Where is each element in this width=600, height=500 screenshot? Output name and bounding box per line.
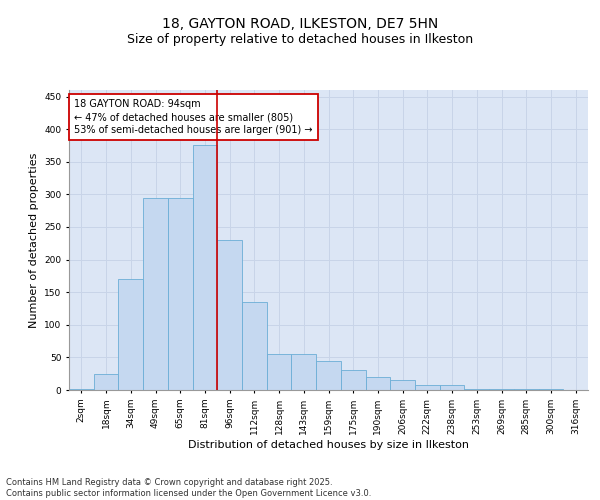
Bar	[143, 198, 168, 390]
Bar	[489, 388, 514, 390]
Bar	[118, 279, 143, 390]
Y-axis label: Number of detached properties: Number of detached properties	[29, 152, 38, 328]
Bar	[242, 302, 267, 390]
Bar	[193, 146, 217, 390]
Bar	[365, 377, 390, 390]
Bar	[390, 380, 415, 390]
Bar	[168, 198, 193, 390]
Text: Size of property relative to detached houses in Ilkeston: Size of property relative to detached ho…	[127, 32, 473, 46]
Bar	[217, 240, 242, 390]
Text: 18, GAYTON ROAD, ILKESTON, DE7 5HN: 18, GAYTON ROAD, ILKESTON, DE7 5HN	[162, 18, 438, 32]
Text: Contains HM Land Registry data © Crown copyright and database right 2025.
Contai: Contains HM Land Registry data © Crown c…	[6, 478, 371, 498]
Bar	[267, 354, 292, 390]
X-axis label: Distribution of detached houses by size in Ilkeston: Distribution of detached houses by size …	[188, 440, 469, 450]
Bar	[415, 385, 440, 390]
Bar	[440, 385, 464, 390]
Bar	[94, 374, 118, 390]
Bar	[292, 354, 316, 390]
Bar	[341, 370, 365, 390]
Bar	[464, 388, 489, 390]
Text: 18 GAYTON ROAD: 94sqm
← 47% of detached houses are smaller (805)
53% of semi-det: 18 GAYTON ROAD: 94sqm ← 47% of detached …	[74, 99, 313, 136]
Bar	[316, 360, 341, 390]
